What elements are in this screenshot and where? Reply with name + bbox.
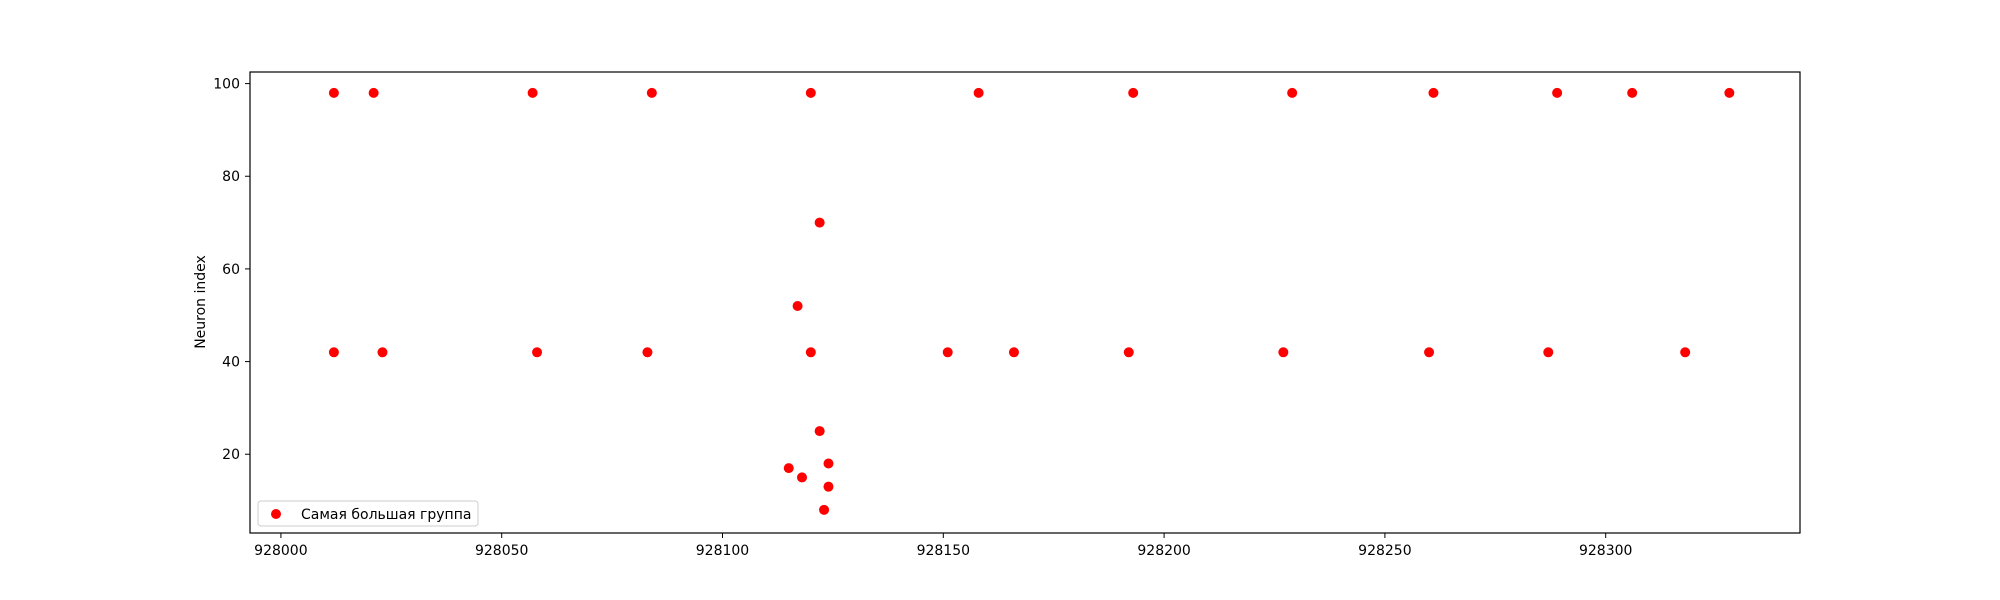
ticks-layer: 928000 928050 928100 928150 928200 928250 9283… [213, 77, 1632, 559]
data-point [1552, 87, 1563, 98]
data-point [814, 426, 825, 437]
data-point [1680, 347, 1691, 358]
data-point [642, 347, 653, 358]
data-point [328, 347, 339, 358]
data-point [942, 347, 953, 358]
data-point [973, 87, 984, 98]
data-point [368, 87, 379, 98]
data-point [814, 217, 825, 228]
data-point [1287, 87, 1298, 98]
data-point [377, 347, 388, 358]
data-point [823, 458, 834, 469]
data-point [1008, 347, 1019, 358]
y-tick-label: 100 [213, 77, 240, 93]
y-axis-title: Neuron index [193, 255, 209, 349]
data-point [1543, 347, 1554, 358]
points-layer [328, 87, 1735, 515]
data-point [792, 300, 803, 311]
legend-box [257, 500, 479, 527]
data-point [805, 347, 816, 358]
data-point [819, 504, 830, 515]
data-point [1724, 87, 1735, 98]
y-tick-label: 60 [222, 262, 240, 278]
y-tick-label: 40 [222, 355, 240, 371]
data-point [1428, 87, 1439, 98]
x-tick-label: 928300 [1579, 543, 1632, 559]
legend-label: Самая большая группа [301, 507, 471, 523]
data-point [1627, 87, 1638, 98]
data-point [532, 347, 543, 358]
legend: Самая большая группа [257, 500, 479, 527]
data-point [1424, 347, 1435, 358]
data-point [823, 481, 834, 492]
x-tick-label: 928050 [475, 543, 528, 559]
data-point [646, 87, 657, 98]
y-tick-label: 80 [222, 169, 240, 185]
data-point [328, 87, 339, 98]
data-point [783, 463, 794, 474]
x-tick-label: 928250 [1358, 543, 1411, 559]
x-tick-label: 928000 [254, 543, 307, 559]
plot-frame [249, 71, 1801, 534]
y-tick-label: 20 [222, 447, 240, 463]
x-tick-label: 928200 [1137, 543, 1190, 559]
data-point [1123, 347, 1134, 358]
data-point [796, 472, 807, 483]
data-point [805, 87, 816, 98]
data-point [1128, 87, 1139, 98]
data-point [1278, 347, 1289, 358]
data-point [527, 87, 538, 98]
x-tick-label: 928150 [917, 543, 970, 559]
legend-marker [271, 509, 281, 519]
x-tick-label: 928100 [696, 543, 749, 559]
